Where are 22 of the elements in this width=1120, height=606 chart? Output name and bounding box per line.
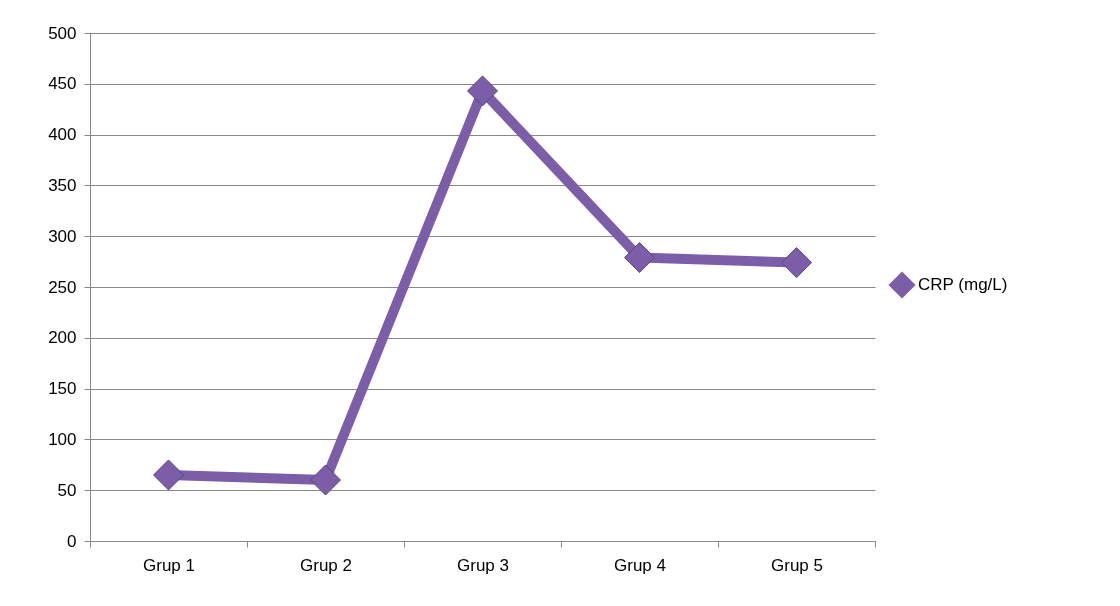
- point: [153, 459, 184, 491]
- y-tick-label: 300: [48, 226, 77, 246]
- x-tick-label: Grup 2: [300, 555, 352, 575]
- point: [624, 242, 655, 274]
- y-tick-label: 100: [48, 429, 77, 449]
- point: [781, 247, 812, 279]
- x-tick-label: Grup 4: [614, 555, 666, 575]
- y-tick-label: 0: [67, 531, 77, 551]
- x-tick-label: Grup 3: [457, 555, 509, 575]
- y-tick-label: 500: [48, 23, 77, 43]
- y-tick-label: 450: [48, 74, 77, 94]
- point: [467, 75, 498, 107]
- y-tick-label: 150: [48, 379, 77, 399]
- y-tick-label: 250: [48, 277, 77, 297]
- x-tick-label: Grup 1: [143, 555, 195, 575]
- y-tick-label: 50: [57, 480, 77, 500]
- y-tick-label: 350: [48, 175, 77, 195]
- x-tick-label: Grup 5: [771, 555, 823, 575]
- y-tick-label: 200: [48, 328, 77, 348]
- y-tick-label: 400: [48, 125, 77, 145]
- legend-label: CRP (mg/L): [918, 275, 1008, 294]
- point: [310, 464, 341, 496]
